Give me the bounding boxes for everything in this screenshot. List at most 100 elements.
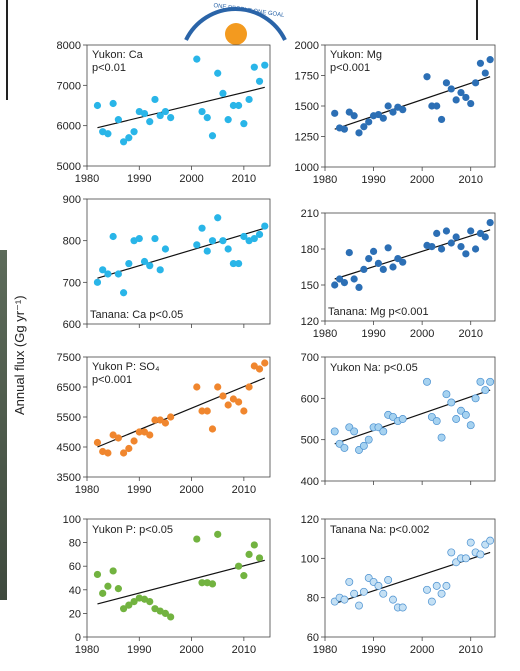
y-tick-label: 1250 bbox=[295, 132, 319, 144]
data-point bbox=[151, 416, 159, 424]
panel-label: Yukon P: SO₄ bbox=[92, 361, 160, 373]
data-point bbox=[481, 386, 490, 395]
y-tick-label: 5500 bbox=[57, 412, 81, 424]
data-point bbox=[114, 116, 122, 124]
data-point bbox=[167, 114, 175, 122]
data-point bbox=[235, 562, 243, 570]
y-tick-label: 6000 bbox=[57, 121, 81, 133]
data-point bbox=[235, 101, 243, 110]
panel-label: Yukon P: p<0.05 bbox=[92, 524, 173, 536]
data-point bbox=[135, 234, 143, 243]
data-point bbox=[423, 73, 431, 81]
x-tick-label: 2010 bbox=[232, 644, 256, 656]
data-point bbox=[437, 115, 446, 124]
y-tick-label: 7500 bbox=[57, 352, 81, 364]
data-point bbox=[374, 259, 383, 267]
panel-6: 400 500 600 700 Yukon Na: p<0.05 bbox=[301, 352, 496, 488]
data-point bbox=[224, 401, 232, 409]
data-point bbox=[109, 99, 117, 108]
data-point bbox=[198, 224, 206, 232]
data-point bbox=[167, 413, 175, 421]
data-point bbox=[467, 227, 475, 235]
panel-label: Tanana: Ca p<0.05 bbox=[90, 309, 183, 321]
data-point bbox=[462, 93, 470, 102]
data-point bbox=[452, 415, 461, 423]
data-point bbox=[399, 258, 407, 266]
y-tick-label: 500 bbox=[301, 435, 319, 447]
data-point bbox=[219, 392, 227, 400]
data-point bbox=[125, 259, 133, 268]
data-point bbox=[219, 237, 227, 245]
trend-line bbox=[334, 76, 491, 130]
y-tick-label: 700 bbox=[301, 352, 319, 364]
data-point bbox=[427, 597, 436, 606]
data-point bbox=[161, 245, 170, 253]
data-point bbox=[486, 377, 495, 386]
data-point bbox=[208, 132, 217, 140]
data-point bbox=[350, 589, 359, 598]
data-point bbox=[466, 421, 475, 430]
y-tick-label: 180 bbox=[301, 244, 319, 256]
x-tick-label: 2000 bbox=[410, 644, 434, 656]
x-tick-label: 2000 bbox=[410, 174, 434, 186]
data-point bbox=[447, 85, 455, 93]
data-point bbox=[156, 416, 164, 424]
data-point bbox=[432, 417, 441, 426]
data-point bbox=[379, 265, 387, 273]
data-point bbox=[146, 118, 154, 126]
data-point bbox=[365, 255, 373, 263]
panel-sublabel: p<0.001 bbox=[92, 374, 132, 386]
data-point bbox=[398, 415, 407, 423]
plot-frame bbox=[86, 198, 271, 325]
data-point bbox=[245, 550, 253, 559]
y-tick-label: 100 bbox=[63, 514, 81, 526]
data-point bbox=[161, 107, 170, 116]
data-point bbox=[130, 598, 138, 606]
panel-label: Tanana Na: p<0.002 bbox=[330, 524, 429, 536]
data-point bbox=[261, 61, 269, 69]
data-point bbox=[447, 398, 456, 407]
data-point bbox=[447, 548, 456, 557]
data-point bbox=[109, 431, 117, 439]
trend-line bbox=[334, 389, 491, 445]
plot-frame bbox=[324, 356, 496, 482]
data-point bbox=[350, 275, 358, 283]
panel-label: Yukon Na: p<0.05 bbox=[330, 362, 418, 374]
data-point bbox=[389, 595, 397, 604]
data-point bbox=[214, 214, 222, 222]
data-point bbox=[109, 567, 117, 575]
data-point bbox=[109, 232, 117, 241]
y-axis-label: Annual flux (Gg yr⁻¹) bbox=[12, 295, 27, 415]
data-point bbox=[340, 125, 349, 133]
data-point bbox=[389, 263, 397, 271]
data-point bbox=[120, 138, 128, 146]
trend-line bbox=[97, 227, 265, 279]
trend-line bbox=[97, 86, 265, 129]
data-point bbox=[140, 109, 149, 118]
data-point bbox=[135, 428, 143, 436]
panel-7: 0 20 40 60 80 100 1980 1990 2000 2010 Yukon P: p<0… bbox=[63, 514, 271, 656]
data-point bbox=[125, 134, 133, 142]
data-point bbox=[250, 541, 258, 549]
data-point bbox=[93, 101, 102, 110]
x-tick-label: 1990 bbox=[127, 173, 151, 185]
data-point bbox=[461, 554, 470, 563]
data-point bbox=[198, 407, 206, 415]
data-point bbox=[255, 554, 264, 562]
data-point bbox=[350, 427, 359, 436]
data-point bbox=[250, 362, 258, 370]
data-point bbox=[104, 449, 112, 457]
y-tick-label: 6500 bbox=[57, 382, 81, 394]
data-point bbox=[120, 605, 128, 613]
data-point bbox=[261, 359, 269, 367]
y-tick-label: 700 bbox=[63, 277, 81, 289]
y-tick-label: 120 bbox=[301, 514, 319, 526]
data-point bbox=[471, 245, 480, 253]
y-tick-label: 800 bbox=[63, 236, 81, 248]
y-tick-label: 2000 bbox=[295, 40, 319, 52]
data-point bbox=[432, 581, 441, 590]
y-tick-label: 60 bbox=[69, 561, 81, 573]
data-point bbox=[93, 570, 102, 579]
data-point bbox=[340, 595, 349, 604]
data-point bbox=[245, 95, 253, 104]
